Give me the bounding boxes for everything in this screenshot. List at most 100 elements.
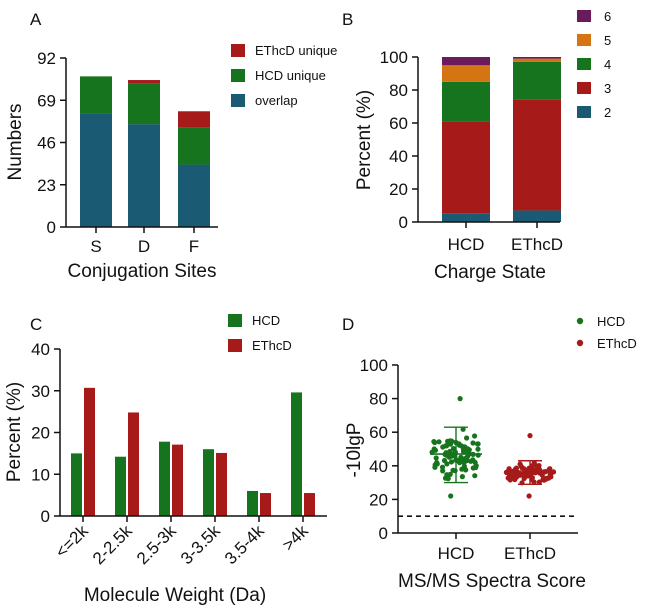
panel-d: D 0 20 40 60 80 100 HCD EThcD -10lgP MS/MS Spe… [342, 314, 637, 592]
panel-a-y-tick-label: 92 [37, 49, 56, 68]
panel-a-x-tick-label: S [90, 237, 101, 256]
panel-b-x-title: Charge State [434, 262, 546, 283]
panel-a-x-title: Conjugation Sites [68, 261, 217, 282]
panel-c-x-title: Molecule Weight (Da) [84, 585, 266, 606]
panel-b-bar-hcd-charge-5 [442, 65, 490, 82]
panel-c-legend-label-hcd: HCD [252, 313, 280, 328]
panel-c-x-tick-label: 3.5-4k [221, 521, 268, 568]
panel-b-bar-hcd-charge-6 [442, 57, 490, 66]
panel-d-point-hcd [433, 455, 439, 461]
panel-a-y-tick-label: 23 [37, 176, 56, 195]
panel-d-point-hcd [450, 446, 457, 452]
panel-d-x-title: MS/MS Spectra Score [398, 571, 586, 592]
panel-c-bar-3-5-4k-ethcd [260, 493, 271, 516]
panel-a-legend-swatch-overlap [231, 94, 245, 107]
panel-d-point-ethcd [546, 466, 552, 473]
panel-b-bar-hcd-charge-2 [442, 213, 490, 222]
panel-b-legend-swatch-6 [577, 10, 591, 22]
panel-d-legend-label-hcd: HCD [597, 314, 625, 329]
panel-a-legend-swatch-ethcd-unique [231, 44, 245, 57]
panel-a-bar-d-ethcd-unique [128, 80, 160, 84]
panel-d-point-hcd [439, 464, 446, 470]
panel-a-y-title: Numbers [5, 103, 26, 180]
panel-b-y-tick-label: 0 [399, 213, 408, 232]
panel-d-point-ethcd [526, 465, 532, 471]
panel-b-legend-label-5: 5 [604, 33, 611, 48]
panel-d-y-tick-label: 40 [369, 457, 388, 476]
panel-c-legend-swatch-hcd [228, 314, 242, 327]
panel-d-point-hcd [475, 446, 481, 452]
panel-d-point-ethcd [535, 464, 541, 471]
panel-d-point-hcd [470, 440, 476, 446]
panel-c-y-tick-label: 30 [31, 382, 50, 401]
panel-d-point-ethcd [540, 477, 546, 483]
panel-c-y-tick-label: 0 [41, 507, 50, 526]
panel-a-bar-f-overlap [178, 164, 210, 227]
panel-c-legend-label-ethcd: EThcD [252, 338, 292, 353]
panel-d-y-ticks: 0 20 40 60 80 100 [360, 356, 398, 543]
panel-a-y-ticks: 0 23 46 69 92 [37, 49, 66, 237]
panel-d-point-hcd [463, 467, 469, 473]
panel-a-legend-label-overlap: overlap [255, 93, 298, 108]
panel-a-bar-f-ethcd-unique [178, 111, 210, 128]
panel-d-point-hcd [447, 441, 454, 447]
panel-c-y-title: Percent (%) [4, 382, 25, 482]
panel-c-bar-3-5-4k-hcd [247, 490, 258, 516]
panel-d-y-tick-label: 80 [369, 390, 388, 409]
panel-c-legend: HCD EThcD [228, 313, 292, 353]
panel-d-y-tick-label: 20 [369, 490, 388, 509]
panel-c-bar-2-5-3k-ethcd [172, 444, 183, 516]
panel-d-point-ethcd [546, 475, 552, 481]
panel-c-x-tick-label: >4k [279, 521, 313, 555]
panel-d-point-hcd [461, 460, 467, 466]
panel-c-bar-4k-hcd [291, 392, 302, 516]
panel-b-bar-ethcd-charge-2 [513, 210, 561, 222]
panel-d-point-hcd [470, 457, 476, 463]
panel-d-legend: HCD EThcD [576, 314, 637, 351]
panel-a-legend-label-hcd-unique: HCD unique [255, 68, 326, 83]
panel-b: B 0 20 40 60 80 100 HCD EThcD Percent (%) Char… [342, 9, 611, 283]
panel-b-bar-ethcd-charge-4 [513, 61, 561, 100]
panel-c-letter: C [30, 315, 42, 334]
panel-d-y-tick-label: 100 [360, 356, 388, 375]
panel-c-y-tick-label: 40 [31, 340, 50, 359]
panel-a-x-tick-label: D [138, 237, 150, 256]
panel-d-point-hcd [440, 468, 446, 474]
panel-c-x-tick-label: 3-3.5k [177, 521, 224, 568]
panel-d-y-tick-label: 60 [369, 423, 388, 442]
panel-b-x-tick-label: EThcD [511, 235, 563, 254]
panel-d-point-hcd [456, 442, 462, 448]
panel-c-bar-2-2-5k-hcd [115, 456, 126, 516]
panel-a-bar-s-hcd-unique [80, 76, 112, 114]
panel-d-point-hcd [445, 476, 451, 482]
panel-d-point-hcd [432, 447, 439, 453]
panel-d-point-hcd [432, 462, 438, 468]
panel-d-y-tick-label: 0 [379, 524, 388, 543]
panel-c-y-ticks: 0 10 20 30 40 [31, 340, 60, 526]
panel-c-x-tick-label: <=2k [52, 521, 93, 562]
panel-b-bar-hcd-charge-3 [442, 121, 490, 214]
panel-d-x-tick-label: EThcD [504, 544, 556, 563]
panel-c-bar-2-2-5k-ethcd [128, 412, 139, 516]
panel-d-point-ethcd [507, 472, 514, 478]
panel-b-legend-label-4: 4 [604, 57, 611, 72]
panel-a: A 0 23 46 69 92 S D F Numbers Conjugation Site… [5, 10, 337, 282]
panel-d-y-title: -10lgP [344, 423, 365, 478]
panel-b-legend-label-6: 6 [604, 9, 611, 24]
panel-b-y-tick-label: 40 [389, 147, 408, 166]
panel-c-x-ticks: <=2k2-2.5k2.5-3k3-3.5k3.5-4k >4k [52, 516, 313, 568]
panel-b-y-ticks: 0 20 40 60 80 100 [380, 48, 418, 232]
panel-b-legend-label-3: 3 [604, 81, 611, 96]
panel-a-legend-label-ethcd-unique: EThcD unique [255, 43, 337, 58]
panel-c-x-tick-label: 2-2.5k [89, 521, 136, 568]
panel-d-point-hcd [436, 439, 442, 445]
panel-b-legend-swatch-2 [577, 106, 591, 118]
panel-d-legend-marker-hcd [576, 317, 584, 325]
panel-d-point-ethcd [514, 474, 520, 480]
panel-b-y-title: Percent (%) [354, 90, 375, 190]
panel-a-bars [80, 76, 210, 227]
panel-b-y-tick-label: 80 [389, 81, 408, 100]
panel-d-point-hcd [475, 441, 481, 447]
